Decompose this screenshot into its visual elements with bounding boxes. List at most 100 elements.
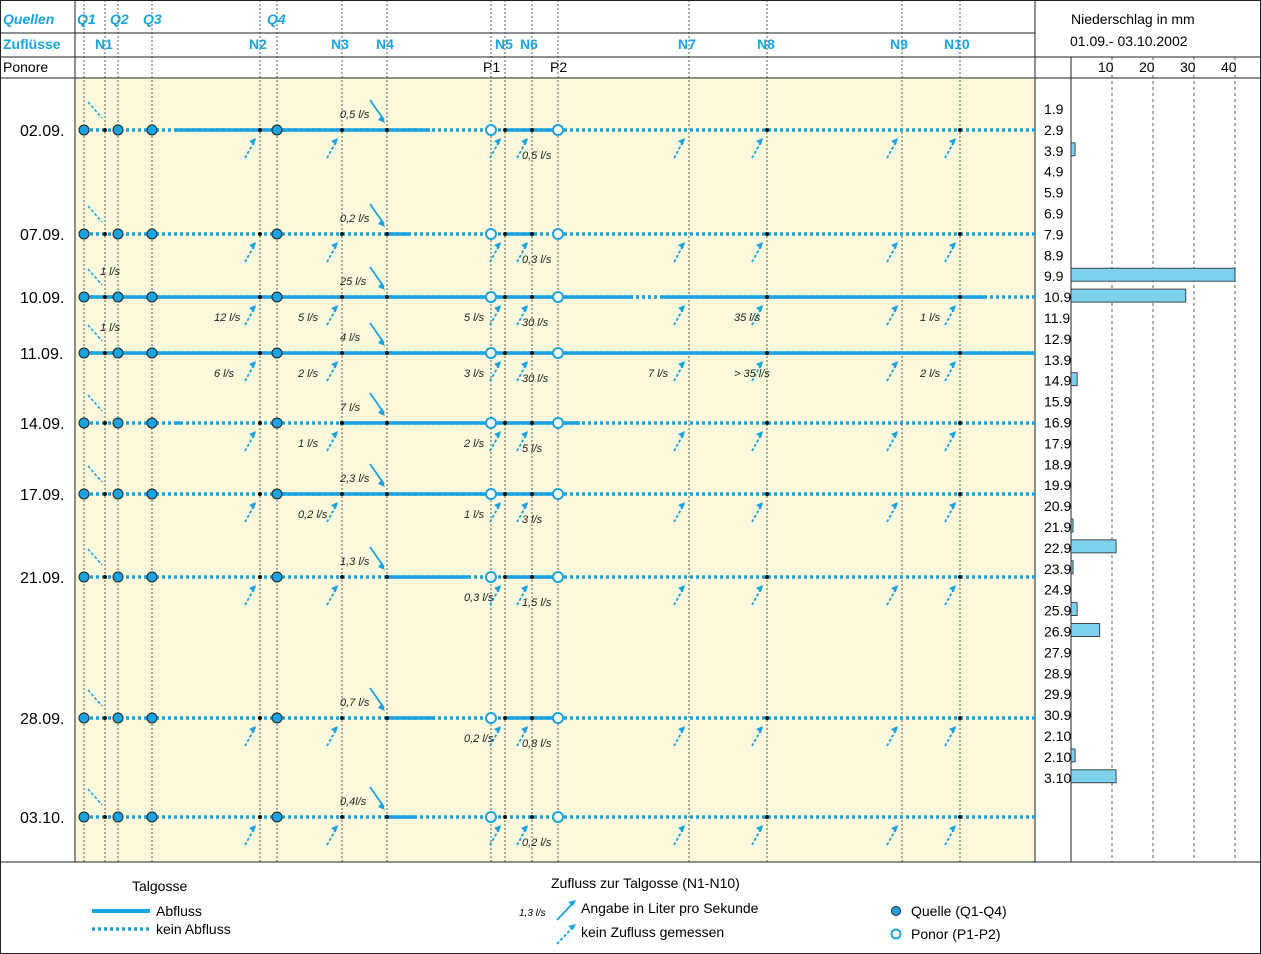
legend-ponor: Ponor (P1-P2) — [911, 926, 1000, 942]
arrowhead-icon — [378, 408, 385, 416]
precip-day-label: 1.9 — [1044, 101, 1064, 117]
source-icon — [271, 811, 283, 823]
arrowhead-icon — [378, 802, 385, 810]
inflow-header-n5: N5 — [495, 36, 513, 52]
ponor-icon — [485, 571, 497, 583]
arrowhead-icon — [891, 825, 898, 832]
junction-dot — [503, 295, 507, 299]
legend-ponor-icon — [890, 928, 902, 940]
precip-day-label: 5.9 — [1044, 185, 1064, 201]
arrowhead-icon — [756, 305, 763, 312]
zufluesse-label: Zuflüsse — [3, 36, 61, 52]
arrowhead-icon — [949, 138, 956, 145]
arrowhead-icon — [249, 138, 256, 145]
arrowhead-icon — [331, 361, 338, 368]
junction-dot — [385, 421, 389, 425]
inflow-header-n6: N6 — [520, 36, 538, 52]
arrowhead-icon — [494, 585, 501, 592]
ponore-label: Ponore — [3, 59, 48, 75]
inflow-value-label: 1 l/s — [464, 509, 485, 521]
legend-example-value: 1,3 l/s — [519, 908, 546, 919]
junction-dot — [385, 295, 389, 299]
inflow-value-label: 5 l/s — [464, 312, 485, 324]
ponor-icon — [485, 488, 497, 500]
junction-dot — [958, 421, 962, 425]
arrowhead-icon — [249, 305, 256, 312]
ponor-icon — [485, 417, 497, 429]
arrowhead-icon — [249, 825, 256, 832]
inflow-header-n8: N8 — [757, 36, 775, 52]
arrowhead-icon — [891, 502, 898, 509]
inflow-value-label: 6 l/s — [214, 368, 235, 380]
junction-dot — [958, 232, 962, 236]
arrowhead-icon — [891, 726, 898, 733]
ponor-icon — [485, 347, 497, 359]
junction-dot — [103, 815, 107, 819]
inflow-value-label: 2 l/s — [463, 438, 485, 450]
legend-kein-abfluss: kein Abfluss — [156, 921, 231, 937]
legend-arrowhead-icon — [568, 900, 576, 906]
ponor-icon — [485, 228, 497, 240]
junction-dot — [530, 716, 534, 720]
source-icon — [112, 124, 124, 136]
source-header-q2: Q2 — [110, 11, 129, 27]
precip-day-label: 22.9 — [1044, 540, 1071, 556]
arrowhead-icon — [678, 825, 685, 832]
ponor-icon — [485, 712, 497, 724]
source-icon — [78, 291, 90, 303]
precip-day-label: 2.10 — [1044, 749, 1071, 765]
precip-day-label: 28.9 — [1044, 665, 1071, 681]
arrowhead-icon — [678, 585, 685, 592]
junction-dot — [765, 232, 769, 236]
ponor-icon — [485, 291, 497, 303]
arrowhead-icon — [891, 361, 898, 368]
arrowhead-icon — [678, 502, 685, 509]
precip-tick: 20 — [1139, 59, 1155, 75]
inflow-arrow-n1 — [87, 788, 103, 806]
source-icon — [112, 291, 124, 303]
arrowhead-icon — [378, 479, 385, 487]
inflow-arrow-n1 — [87, 324, 103, 342]
precip-day-label: 7.9 — [1044, 226, 1064, 242]
precip-day-label: 11.9 — [1044, 310, 1070, 326]
date-label: 17.09. — [20, 487, 64, 504]
arrowhead-icon — [756, 138, 763, 145]
legend-quelle-icon — [891, 906, 901, 916]
arrowhead-icon — [891, 242, 898, 249]
arrowhead-icon — [331, 138, 338, 145]
source-icon — [146, 417, 158, 429]
junction-dot — [385, 351, 389, 355]
arrowhead-icon — [331, 825, 338, 832]
inflow-arrow-n1 — [87, 101, 103, 119]
inflow-value-label: 1 l/s — [100, 322, 121, 334]
source-icon — [112, 811, 124, 823]
junction-dot — [765, 716, 769, 720]
precip-day-label: 25.9 — [1044, 603, 1071, 619]
ponor-icon — [552, 347, 564, 359]
precip-day-label: 27.9 — [1044, 644, 1071, 660]
junction-dot — [258, 232, 262, 236]
junction-dot — [765, 421, 769, 425]
precip-bar — [1070, 372, 1078, 387]
junction-dot — [258, 128, 262, 132]
precip-day-label: 3.9 — [1044, 143, 1064, 159]
inflow-arrow-n1 — [87, 268, 103, 286]
inflow-value-label: 0,7 l/s — [340, 697, 370, 709]
arrowhead-icon — [331, 431, 338, 438]
arrowhead-icon — [331, 502, 338, 509]
source-icon — [146, 347, 158, 359]
junction-dot — [258, 421, 262, 425]
junction-dot — [530, 295, 534, 299]
junction-dot — [103, 575, 107, 579]
junction-dot — [340, 351, 344, 355]
source-icon — [271, 712, 283, 724]
inflow-header-n9: N9 — [890, 36, 908, 52]
junction-dot — [503, 716, 507, 720]
junction-dot — [385, 716, 389, 720]
junction-dot — [958, 492, 962, 496]
precip-day-label: 18.9 — [1044, 456, 1071, 472]
junction-dot — [385, 575, 389, 579]
arrowhead-icon — [378, 115, 385, 123]
inflow-arrow-n1 — [87, 689, 103, 707]
junction-dot — [103, 128, 107, 132]
